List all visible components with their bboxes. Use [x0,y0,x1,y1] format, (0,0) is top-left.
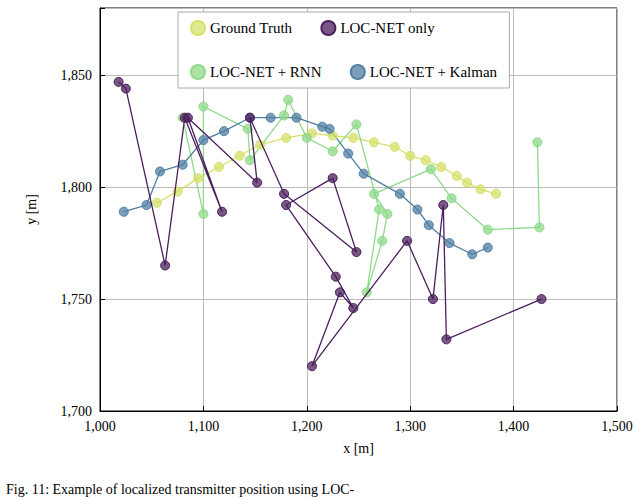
svg-text:1,700: 1,700 [61,404,93,419]
svg-text:1,850: 1,850 [61,68,93,83]
svg-text:1,750: 1,750 [61,292,93,307]
svg-text:x [m]: x [m] [343,441,374,456]
svg-text:1,100: 1,100 [188,419,220,434]
svg-text:1,400: 1,400 [498,419,530,434]
svg-text:1,300: 1,300 [394,419,426,434]
svg-text:Ground Truth: Ground Truth [210,20,293,36]
svg-text:1,200: 1,200 [291,419,323,434]
svg-text:Fig. 11: Example of localized: Fig. 11: Example of localized transmitte… [6,482,355,497]
svg-text:LOC-NET + RNN: LOC-NET + RNN [210,64,322,80]
svg-text:1,500: 1,500 [601,419,633,434]
svg-text:1,000: 1,000 [84,419,116,434]
svg-text:1,800: 1,800 [61,180,93,195]
svg-text:y [m]: y [m] [24,194,39,225]
svg-text:LOC-NET + Kalman: LOC-NET + Kalman [370,64,498,80]
svg-text:LOC-NET only: LOC-NET only [340,20,435,36]
